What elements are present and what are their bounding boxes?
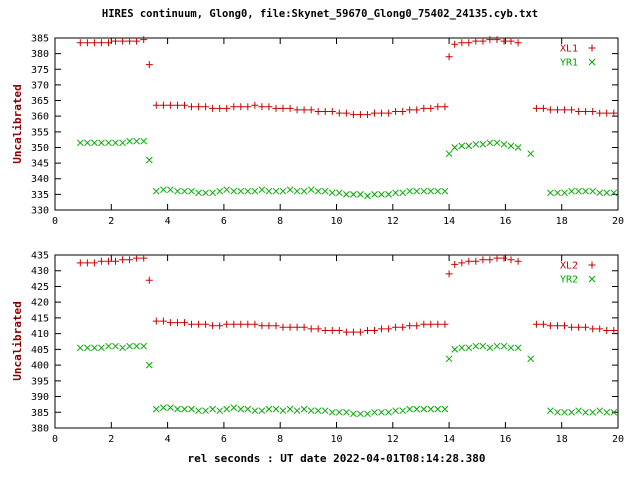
y-tick-label: 380 [31,49,49,60]
y-tick-label: 430 [31,266,49,277]
x-tick-label: 2 [108,434,114,445]
y-tick-label: 355 [31,127,49,138]
x-tick-label: 0 [52,216,58,227]
y-tick-label: 385 [31,408,49,419]
axis-ticks [54,254,619,429]
y-tick-label: 380 [31,424,49,435]
x-tick-label: 14 [443,216,455,227]
legend-marker-YR2 [588,275,596,283]
legend-marker-XL1 [588,44,596,52]
y-tick-label: 425 [31,282,49,293]
plot-border [54,254,619,429]
y-tick-label: 330 [31,206,49,217]
x-tick-label: 4 [165,434,171,445]
legend-label-YR2: YR2 [560,275,578,286]
x-tick-label: 12 [387,216,399,227]
x-tick-label: 4 [165,216,171,227]
x-tick-label: 18 [556,216,568,227]
y-tick-label: 390 [31,392,49,403]
y-tick-label: 365 [31,96,49,107]
y-tick-label: 345 [31,159,49,170]
x-tick-label: 18 [556,434,568,445]
series-XL1 [76,36,618,119]
y-tick-label: 340 [31,174,49,185]
y-tick-label: 335 [31,190,49,201]
x-tick-label: 10 [330,434,342,445]
y-tick-label: 375 [31,65,49,76]
y-tick-label: 370 [31,80,49,91]
series-YR2 [76,342,618,418]
legend-label-XL2: XL2 [560,261,578,272]
y-tick-label: 415 [31,313,49,324]
plot-border [54,37,619,211]
x-tick-label: 16 [499,216,511,227]
legend-marker-XL2 [588,261,596,269]
axis-ticks [54,37,619,211]
legend-label-XL1: XL1 [560,44,578,55]
legend-label-YR1: YR1 [560,58,578,69]
y-tick-label: 400 [31,361,49,372]
x-tick-label: 16 [499,434,511,445]
y-tick-label: 405 [31,345,49,356]
x-tick-label: 12 [387,434,399,445]
series-XL2 [76,254,618,336]
x-tick-label: 6 [221,434,227,445]
series-YR1 [76,137,618,200]
y-tick-label: 395 [31,376,49,387]
y-tick-label: 360 [31,112,49,123]
x-tick-label: 14 [443,434,455,445]
x-tick-label: 10 [330,216,342,227]
x-tick-label: 8 [277,434,283,445]
x-axis-label: rel seconds : UT date 2022-04-01T08:14:2… [187,452,486,465]
x-tick-label: 20 [612,216,624,227]
x-tick-label: 8 [277,216,283,227]
y-tick-label: 435 [31,251,49,262]
y-tick-label: 385 [31,34,49,45]
y-tick-label: 350 [31,143,49,154]
y-tick-label: 410 [31,329,49,340]
chart-title: HIRES continuum, Glong0, file:Skynet_596… [101,8,539,20]
x-tick-label: 6 [221,216,227,227]
x-tick-label: 2 [108,216,114,227]
x-tick-label: 0 [52,434,58,445]
x-tick-label: 20 [612,434,624,445]
y-tick-label: 420 [31,298,49,309]
legend-marker-YR1 [588,58,596,66]
